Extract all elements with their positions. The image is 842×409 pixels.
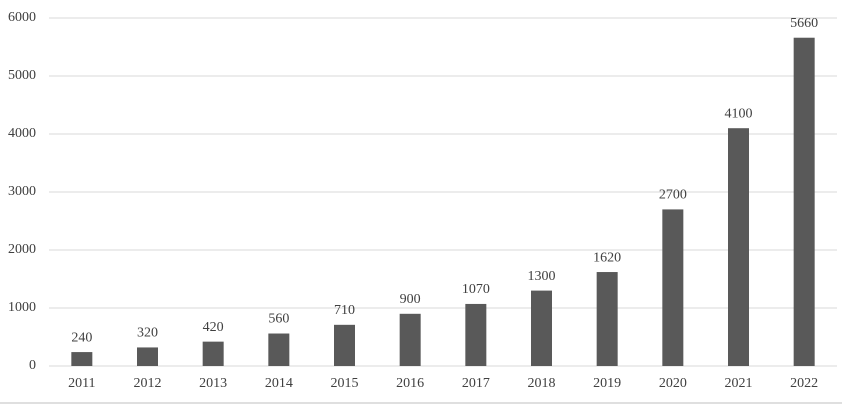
y-tick-label: 0 [29, 358, 36, 373]
bar [399, 313, 421, 366]
x-tick-label: 2019 [593, 376, 621, 391]
bar [202, 341, 224, 366]
data-label: 710 [334, 303, 355, 318]
bar [268, 333, 290, 366]
x-tick-label: 2021 [725, 376, 753, 391]
data-label: 320 [137, 326, 158, 341]
data-label: 2700 [659, 188, 687, 203]
data-label: 240 [71, 330, 92, 345]
x-tick-label: 2016 [396, 376, 424, 391]
data-label: 5660 [790, 16, 818, 31]
y-tick-label: 2000 [8, 242, 36, 257]
y-tick-label: 6000 [8, 10, 36, 25]
data-label: 900 [400, 292, 421, 307]
x-tick-label: 2012 [134, 376, 162, 391]
x-tick-label: 2015 [331, 376, 359, 391]
data-label: 560 [268, 312, 289, 327]
data-label: 1620 [593, 250, 621, 265]
y-tick-label: 3000 [8, 184, 36, 199]
data-label: 1070 [462, 282, 490, 297]
x-tick-label: 2014 [265, 376, 293, 391]
bar [531, 290, 552, 366]
x-tick-label: 2017 [462, 376, 490, 391]
bar [465, 303, 487, 366]
x-tick-label: 2020 [659, 376, 687, 391]
data-label: 1300 [528, 269, 556, 284]
x-tick-label: 2011 [68, 376, 95, 391]
data-label: 420 [203, 320, 224, 335]
x-tick-label: 2022 [790, 376, 818, 391]
bar [71, 352, 93, 366]
x-tick-label: 2018 [528, 376, 556, 391]
y-tick-label: 5000 [8, 68, 36, 83]
bar [728, 128, 749, 366]
bar [334, 324, 355, 366]
bar [596, 272, 618, 366]
bar [137, 347, 158, 366]
bar [662, 209, 684, 366]
bar [793, 37, 815, 366]
y-tick-label: 1000 [8, 300, 36, 315]
y-tick-label: 4000 [8, 126, 36, 141]
x-tick-label: 2013 [199, 376, 227, 391]
data-label: 4100 [725, 106, 753, 121]
